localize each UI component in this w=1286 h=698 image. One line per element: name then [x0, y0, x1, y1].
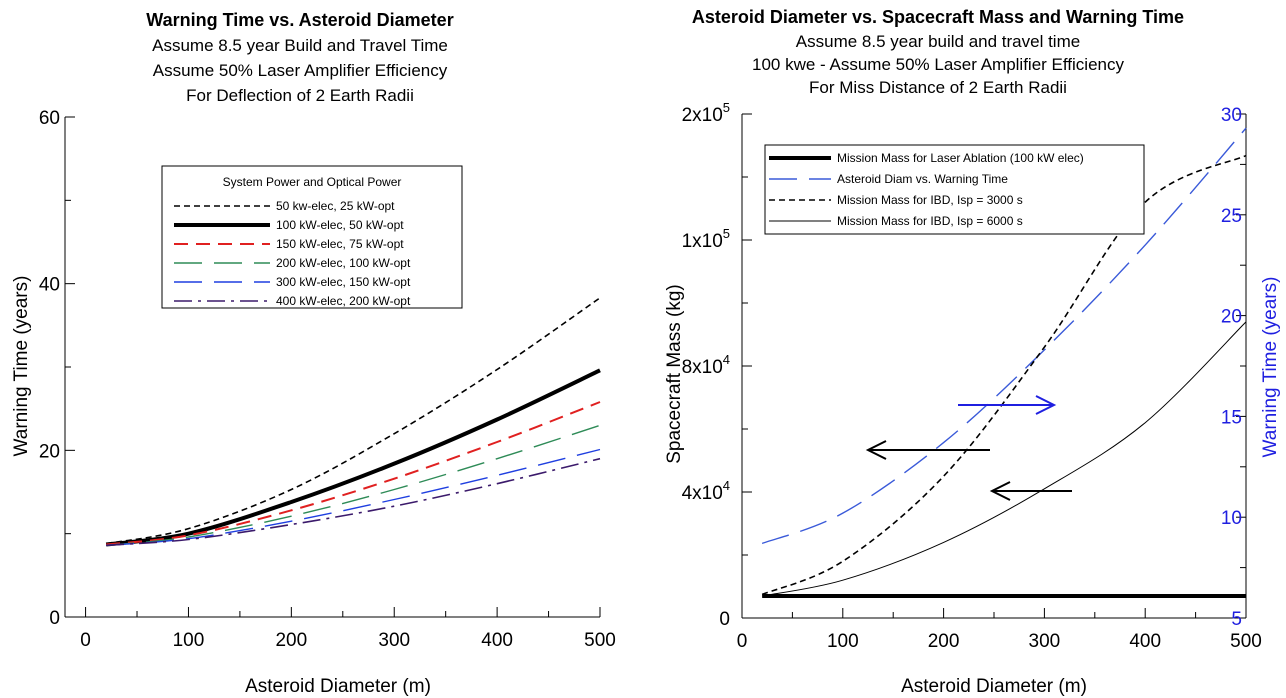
right-x-tick-label: 100	[827, 631, 859, 652]
right-y-tick-label: 2x105	[682, 100, 730, 126]
right-y2-tick-label: 15	[1221, 407, 1242, 428]
right-y2-tick-label: 20	[1221, 307, 1242, 328]
left-chart-subtitle-1: Assume 8.5 year Build and Travel Time	[152, 36, 448, 55]
left-y-tick-label: 60	[39, 108, 60, 129]
left-legend-entry: 50 kw-elec, 25 kW-opt	[276, 199, 395, 213]
left-x-tick-label: 100	[173, 630, 205, 651]
left-x-tick-label: 400	[481, 630, 513, 651]
right-legend-entry: Mission Mass for IBD, Isp = 3000 s	[837, 193, 1023, 207]
mass-axis-arrow-upper-head	[865, 440, 887, 460]
left-chart-title: Warning Time vs. Asteroid Diameter	[146, 10, 453, 30]
right-x-tick-label: 500	[1230, 631, 1262, 652]
right-y-tick-label: 4x104	[682, 478, 730, 504]
right-y-axis-label: Spacecraft Mass (kg)	[664, 284, 685, 464]
left-x-tick-label: 500	[584, 630, 616, 651]
left-chart-subtitle-3: For Deflection of 2 Earth Radii	[186, 86, 414, 105]
left-y-axis-label: Warning Time (years)	[11, 276, 32, 457]
right-y2-axis-label: Warning Time (years)	[1260, 277, 1281, 458]
right-x-tick-label: 300	[1029, 631, 1061, 652]
right-chart-subtitle-1: Assume 8.5 year build and travel time	[796, 32, 1080, 51]
left-legend-entry: 200 kW-elec, 100 kW-opt	[276, 256, 411, 270]
right-y2-tick-label: 10	[1221, 508, 1242, 529]
left-series-line	[106, 424, 601, 547]
right-chart-subtitle-3: For Miss Distance of 2 Earth Radii	[809, 78, 1067, 97]
left-legend-entry: 300 kW-elec, 150 kW-opt	[276, 275, 411, 289]
right-y-tick-label: 1x105	[682, 226, 730, 252]
right-legend-entry: Mission Mass for Laser Ablation (100 kW …	[837, 151, 1084, 165]
mass-axis-arrow-lower-head	[989, 481, 1011, 501]
left-chart-subtitle-2: Assume 50% Laser Amplifier Efficiency	[153, 61, 448, 80]
left-x-tick-label: 0	[80, 630, 91, 651]
right-series-line	[761, 154, 1247, 596]
right-y2-tick-label: 5	[1231, 609, 1242, 630]
left-legend-entry: 400 kW-elec, 200 kW-opt	[276, 294, 411, 308]
right-x-tick-label: 0	[737, 631, 748, 652]
left-x-tick-label: 300	[378, 630, 410, 651]
left-legend-entry: 100 kW-elec, 50 kW-opt	[276, 218, 404, 232]
left-series-line	[106, 457, 601, 547]
left-x-tick-label: 200	[275, 630, 307, 651]
left-series-line	[106, 297, 601, 545]
right-legend-entry: Mission Mass for IBD, Isp = 6000 s	[837, 214, 1023, 228]
left-series-line	[105, 368, 601, 547]
right-y-tick-label: 8x104	[682, 352, 730, 378]
warning-time-axis-arrow-head	[1035, 395, 1057, 415]
right-x-tick-label: 200	[928, 631, 960, 652]
left-y-tick-label: 0	[49, 608, 60, 629]
right-y2-tick-label: 25	[1221, 206, 1242, 227]
right-x-axis-label: Asteroid Diameter (m)	[901, 676, 1087, 697]
right-legend-entry: Asteroid Diam vs. Warning Time	[837, 172, 1008, 186]
left-series-line	[106, 401, 601, 546]
right-x-tick-label: 400	[1129, 631, 1161, 652]
right-series-line	[761, 127, 1247, 545]
left-x-axis-label: Asteroid Diameter (m)	[245, 676, 431, 697]
left-legend-title: System Power and Optical Power	[223, 175, 402, 189]
right-y-tick-label: 0	[719, 609, 730, 630]
right-chart-title: Asteroid Diameter vs. Spacecraft Mass an…	[692, 7, 1184, 27]
left-y-tick-label: 40	[39, 275, 60, 296]
right-y2-tick-label: 30	[1221, 105, 1242, 126]
left-legend-box	[161, 165, 463, 309]
left-series-line	[106, 448, 601, 547]
left-y-tick-label: 20	[39, 441, 60, 462]
left-legend-entry: 150 kW-elec, 75 kW-opt	[276, 237, 404, 251]
right-series-line	[762, 321, 1247, 597]
right-chart-subtitle-2: 100 kwe - Assume 50% Laser Amplifier Eff…	[752, 55, 1124, 74]
